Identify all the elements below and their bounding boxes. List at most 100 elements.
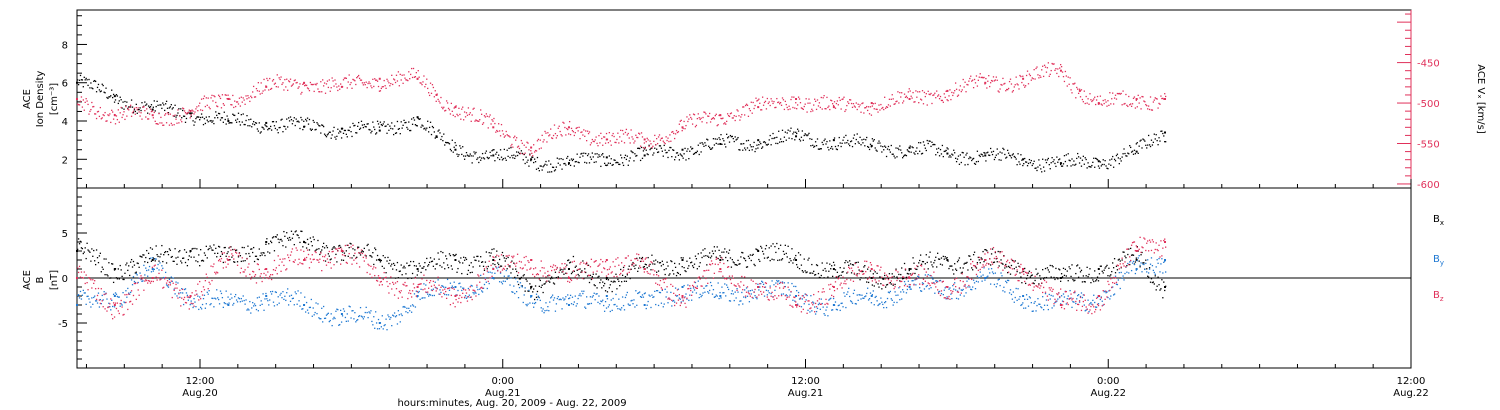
bx-point xyxy=(718,249,720,252)
by-point xyxy=(816,307,819,310)
velocity-x-point xyxy=(225,94,227,96)
velocity-x-point xyxy=(917,91,919,93)
bx-point xyxy=(713,246,716,248)
bx-point xyxy=(300,230,302,232)
by-point xyxy=(1126,271,1128,273)
by-point xyxy=(238,298,241,300)
by-point xyxy=(673,299,675,302)
by-point xyxy=(814,313,817,315)
bx-point xyxy=(1061,276,1064,278)
bx-point xyxy=(914,272,916,275)
velocity-x-point xyxy=(179,115,181,117)
ion-density-point xyxy=(87,84,89,87)
bx-point xyxy=(346,244,348,246)
velocity-x-point xyxy=(668,140,670,143)
bx-point xyxy=(260,252,262,254)
bx-point xyxy=(847,261,849,263)
by-point xyxy=(579,293,581,295)
velocity-x-point xyxy=(747,115,750,117)
bx-point xyxy=(998,265,1000,267)
bx-point xyxy=(601,287,603,289)
by-point xyxy=(1073,301,1075,303)
by-point xyxy=(736,288,738,290)
bx-point xyxy=(870,277,873,279)
by-point xyxy=(217,297,219,299)
bx-point xyxy=(1029,276,1032,278)
by-point xyxy=(685,293,687,295)
by-point xyxy=(922,283,925,285)
by-point xyxy=(727,288,730,291)
velocity-x-point xyxy=(1141,95,1143,98)
bx-point xyxy=(400,264,402,266)
velocity-x-point xyxy=(691,118,693,120)
ion-density-point xyxy=(530,158,533,161)
ion-density-point xyxy=(1022,158,1025,161)
ion-density-point xyxy=(860,144,862,146)
by-point xyxy=(874,296,876,299)
velocity-x-point xyxy=(1138,102,1140,104)
ion-density-point xyxy=(890,144,892,147)
velocity-x-point xyxy=(622,133,625,135)
bx-point xyxy=(1092,279,1094,281)
bx-point xyxy=(471,271,473,274)
by-point xyxy=(515,278,517,280)
velocity-x-point xyxy=(1046,67,1049,69)
ion-density-point xyxy=(429,121,432,123)
velocity-x-point xyxy=(1092,99,1094,102)
velocity-x-point xyxy=(378,77,381,80)
velocity-x-point xyxy=(664,142,666,145)
ion-density-point xyxy=(419,118,421,120)
by-point xyxy=(1001,275,1003,277)
velocity-x-point xyxy=(250,95,252,97)
velocity-x-point xyxy=(162,124,164,126)
bx-point xyxy=(1154,275,1156,277)
ion-density-point xyxy=(440,138,442,141)
bx-point xyxy=(757,249,759,251)
velocity-x-point xyxy=(446,102,449,104)
bx-point xyxy=(1150,278,1153,280)
ion-density-point xyxy=(533,161,535,164)
velocity-x-point xyxy=(564,126,566,129)
velocity-x-point xyxy=(528,149,530,151)
velocity-x-point xyxy=(466,114,469,116)
bx-point xyxy=(845,259,847,262)
bx-point xyxy=(943,258,945,260)
by-point xyxy=(516,281,519,283)
bx-point xyxy=(565,272,567,274)
velocity-x-point xyxy=(475,119,477,121)
by-point xyxy=(389,318,391,320)
by-point xyxy=(1007,279,1009,282)
velocity-x-point xyxy=(471,114,473,116)
by-point xyxy=(529,302,531,304)
by-point xyxy=(88,298,90,300)
bx-point xyxy=(434,268,436,270)
ion-density-point xyxy=(290,118,293,121)
by-point xyxy=(1052,295,1054,297)
by-point xyxy=(640,296,643,298)
by-point xyxy=(119,305,121,307)
by-point xyxy=(1015,287,1017,290)
velocity-x-point xyxy=(795,102,797,104)
ion-density-point xyxy=(1003,148,1005,151)
ion-density-point xyxy=(111,89,113,91)
ion-density-point xyxy=(1110,164,1112,166)
ion-density-point xyxy=(221,117,224,119)
by-point xyxy=(598,295,600,297)
bx-point xyxy=(339,244,341,247)
bx-point xyxy=(969,255,971,257)
bx-point xyxy=(302,246,304,248)
ion-density-point xyxy=(276,129,278,131)
by-point xyxy=(957,298,960,300)
velocity-x-point xyxy=(691,123,694,125)
velocity-x-point xyxy=(1073,83,1075,85)
by-point xyxy=(211,297,213,299)
bx-point xyxy=(996,261,998,263)
by-point xyxy=(940,292,943,295)
by-point xyxy=(251,307,253,309)
bx-point xyxy=(895,268,897,270)
bz-point xyxy=(1059,304,1062,306)
velocity-x-point xyxy=(1026,70,1029,72)
ion-density-point xyxy=(459,145,461,147)
ion-density-point xyxy=(127,107,129,110)
ion-density-point xyxy=(515,155,517,157)
